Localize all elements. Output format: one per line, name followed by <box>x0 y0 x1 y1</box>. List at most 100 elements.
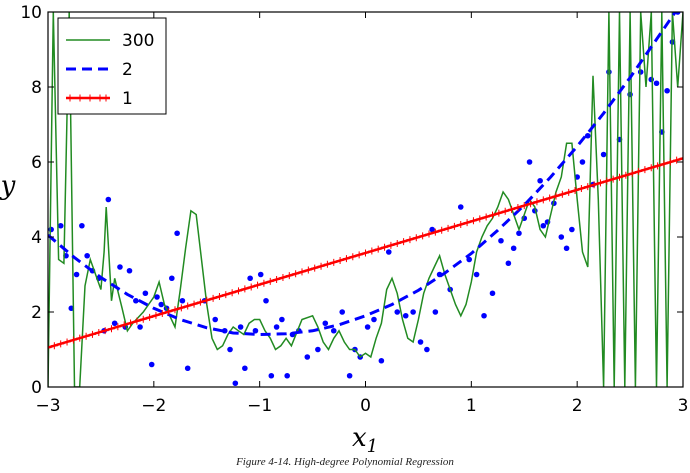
scatter-point <box>227 346 233 353</box>
series-1-marker <box>82 332 90 340</box>
series-1-marker <box>127 319 135 327</box>
scatter-point <box>174 230 180 237</box>
series-1-marker <box>673 156 681 164</box>
series-1-marker <box>406 236 414 244</box>
figure-caption: Figure 4-14. High-degree Polynomial Regr… <box>236 456 454 468</box>
series-1-marker <box>539 196 547 204</box>
series-1-marker <box>311 264 319 272</box>
scatter-point <box>410 309 416 315</box>
x-tick-label: −1 <box>247 396 272 416</box>
series-1-marker <box>571 186 579 194</box>
scatter-point <box>516 230 522 237</box>
series-1-marker <box>628 169 636 177</box>
series-1-marker <box>355 251 363 259</box>
scatter-point <box>579 159 586 165</box>
series-1-marker <box>527 200 535 208</box>
series-1-marker <box>292 270 300 278</box>
series-1-marker <box>577 185 585 193</box>
scatter-point <box>133 297 139 304</box>
scatter-point <box>79 222 85 229</box>
scatter-point <box>402 312 409 319</box>
legend: 300 2 1 <box>57 17 167 115</box>
plot-area <box>48 12 683 387</box>
scatter-point <box>540 222 547 229</box>
series-1-marker <box>222 291 230 299</box>
series-1-marker <box>425 230 433 238</box>
scatter-point <box>169 275 175 282</box>
series-1-marker <box>330 258 338 266</box>
series-1-marker <box>349 253 357 261</box>
series-1-marker <box>495 209 503 217</box>
series-1-marker <box>476 215 484 223</box>
legend-marker-1 <box>66 94 74 102</box>
scatter-point <box>322 320 329 327</box>
legend-marker-1 <box>76 94 84 102</box>
scatter-point <box>247 275 253 282</box>
y-axis-label: y <box>0 171 16 201</box>
scatter-point <box>117 264 123 270</box>
series-1-marker <box>438 226 446 234</box>
series-1-marker <box>546 194 554 202</box>
series-1-marker <box>381 243 389 251</box>
series-1-marker <box>469 217 477 225</box>
scatter-point <box>457 204 464 210</box>
series-1-marker <box>635 168 643 176</box>
scatter-point <box>339 309 346 315</box>
scatter-point <box>424 346 430 353</box>
scatter-point <box>432 309 439 315</box>
series-1-marker <box>260 279 268 287</box>
x-axis-label: x1 <box>352 423 378 457</box>
series-1-marker <box>533 198 541 206</box>
scatter-point <box>57 222 64 229</box>
series-1-marker <box>342 255 350 263</box>
series-1-marker <box>304 266 312 274</box>
series-1-marker <box>63 338 71 346</box>
series-1-marker <box>196 298 204 306</box>
series-2-line <box>48 12 678 337</box>
scatter-point <box>417 339 424 345</box>
scatter-point <box>137 324 143 330</box>
scatter-point <box>315 346 321 353</box>
series-1-marker <box>120 321 128 329</box>
scatter-point <box>304 354 311 360</box>
series-1-marker <box>596 179 604 187</box>
y-tick-label: 4 <box>31 228 42 248</box>
series-1-marker <box>419 232 427 240</box>
series-1-marker <box>215 292 223 300</box>
y-tick-label: 2 <box>31 303 42 323</box>
scatter-point <box>105 196 112 203</box>
scatter-point <box>606 69 612 75</box>
series-1-marker <box>285 272 293 280</box>
scatter-point <box>126 267 133 274</box>
series-1-marker <box>298 268 306 276</box>
scatter-point <box>221 327 228 334</box>
legend-label: 2 <box>122 60 133 80</box>
series-1-marker <box>279 274 287 282</box>
scatter-point <box>489 290 496 297</box>
series-1-marker <box>114 323 122 331</box>
scatter-point <box>279 316 285 323</box>
y-tick-label: 6 <box>31 153 42 173</box>
scatter-point <box>637 69 644 75</box>
series-1-marker <box>609 175 617 183</box>
series-1-marker <box>101 327 109 335</box>
scatter-point <box>284 372 290 379</box>
scatter-point <box>498 237 504 244</box>
scatter-point <box>179 297 186 304</box>
series-1-marker <box>482 213 490 221</box>
scatter-point <box>385 249 392 255</box>
scatter-point <box>154 294 160 300</box>
scatter-point <box>158 301 165 308</box>
series-1-marker <box>254 281 262 289</box>
series-1-marker <box>273 275 281 283</box>
x-tick-label: 2 <box>572 396 583 416</box>
legend-label: 300 <box>122 31 154 51</box>
series-1-marker <box>514 203 522 211</box>
legend-marker-1 <box>96 94 104 102</box>
scatter-point <box>184 365 191 372</box>
series-1-marker <box>88 330 96 338</box>
scatter-point <box>510 245 517 252</box>
series-1-marker <box>412 234 420 242</box>
